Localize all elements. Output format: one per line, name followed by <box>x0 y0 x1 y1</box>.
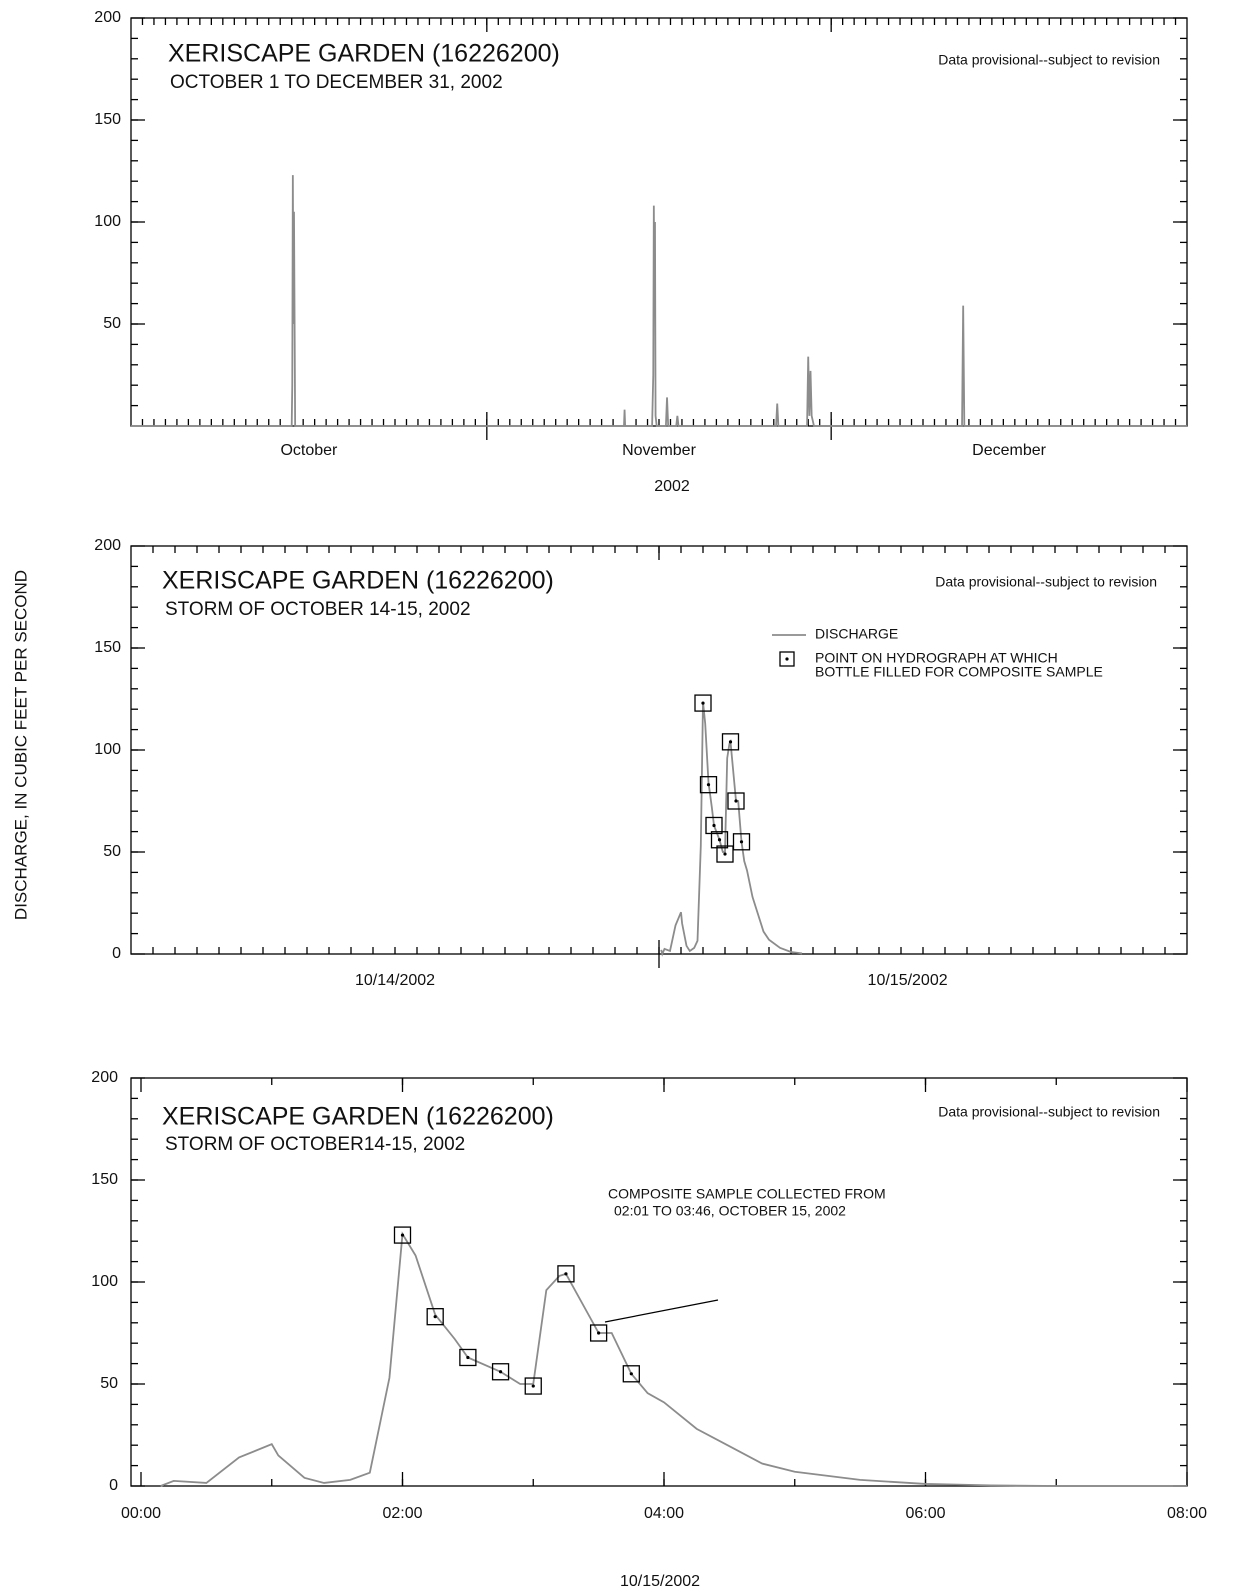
sample-marker <box>491 1363 510 1381</box>
sample-marker <box>524 1377 542 1395</box>
y-tick-label: 150 <box>94 111 121 128</box>
sample-dot <box>597 1331 601 1335</box>
x-tick-label: 10/15/2002 <box>868 972 948 989</box>
sample-dot <box>717 838 722 842</box>
sample-marker <box>716 845 734 863</box>
chart-title: XERISCAPE GARDEN (16226200) <box>162 1103 554 1131</box>
x-tick-label: 08:00 <box>1167 1505 1207 1522</box>
sample-dot <box>498 1370 503 1374</box>
y-tick-label: 0 <box>112 945 121 962</box>
y-tick-label: 50 <box>103 843 121 860</box>
sample-dot <box>701 701 705 705</box>
provisional-note: Data provisional--subject to revision <box>938 1104 1160 1120</box>
sample-dot <box>564 1272 568 1276</box>
sample-marker <box>426 1308 444 1326</box>
chart-subtitle: OCTOBER 1 TO DECEMBER 31, 2002 <box>170 72 503 93</box>
legend-dot <box>785 657 789 661</box>
provisional-note: Data provisional--subject to revision <box>935 574 1157 590</box>
sample-marker <box>721 733 740 751</box>
legend-marker <box>779 651 795 667</box>
annotation: COMPOSITE SAMPLE COLLECTED FROM <box>608 1186 886 1202</box>
chart-title: XERISCAPE GARDEN (16226200) <box>168 40 560 68</box>
discharge-line <box>160 1231 1187 1487</box>
y-tick-label: 100 <box>91 1273 118 1290</box>
chart-subtitle: STORM OF OCTOBER 14-15, 2002 <box>165 599 471 620</box>
sample-dot <box>531 1384 535 1388</box>
x-tick-label: December <box>972 442 1046 459</box>
y-tick-label: 150 <box>94 639 121 656</box>
sample-marker <box>589 1324 608 1342</box>
y-tick-label: 50 <box>100 1375 118 1392</box>
sample-marker <box>732 833 751 851</box>
chart-subtitle: STORM OF OCTOBER14-15, 2002 <box>165 1134 465 1155</box>
y-tick-label: 200 <box>94 9 121 26</box>
y-tick-label: 150 <box>91 1171 118 1188</box>
sample-dot <box>728 740 733 744</box>
y-tick-label: 200 <box>94 537 121 554</box>
x-tick-label: November <box>622 442 696 459</box>
sample-marker <box>622 1365 640 1383</box>
legend-label: POINT ON HYDROGRAPH AT WHICH <box>815 650 1058 666</box>
sample-dot <box>723 852 727 856</box>
sample-dot <box>629 1372 633 1376</box>
sample-dot <box>400 1233 405 1237</box>
x-axis-label: 2002 <box>654 478 690 495</box>
sample-marker <box>699 776 718 794</box>
discharge-line <box>660 701 803 957</box>
y-tick-label: 50 <box>103 315 121 332</box>
sample-marker <box>694 694 712 712</box>
y-tick-label: 200 <box>91 1069 118 1086</box>
y-tick-label: 0 <box>109 1477 118 1494</box>
sample-marker <box>557 1265 575 1283</box>
chart-title: XERISCAPE GARDEN (16226200) <box>162 567 554 595</box>
sample-dot <box>734 799 738 803</box>
x-tick-label: 10/14/2002 <box>355 972 435 989</box>
sample-marker <box>710 831 729 849</box>
legend-label: DISCHARGE <box>815 626 898 642</box>
x-tick-label: 02:00 <box>382 1505 422 1522</box>
provisional-note: Data provisional--subject to revision <box>938 52 1160 68</box>
sample-marker <box>727 792 745 810</box>
x-tick-label: 06:00 <box>905 1505 945 1522</box>
x-tick-label: 04:00 <box>644 1505 684 1522</box>
x-axis-label: 10/15/2002 <box>620 1573 700 1590</box>
y-axis-label: DISCHARGE, IN CUBIC FEET PER SECOND <box>11 570 30 920</box>
x-tick-label: 00:00 <box>121 1505 161 1522</box>
discharge-line <box>131 175 1187 427</box>
sample-dot <box>433 1315 437 1319</box>
sample-dot <box>739 840 744 844</box>
annotation-leader <box>604 1299 719 1323</box>
x-tick-label: October <box>280 442 338 459</box>
sample-marker <box>393 1226 412 1244</box>
legend-label: BOTTLE FILLED FOR COMPOSITE SAMPLE <box>815 664 1103 680</box>
sample-dot <box>712 823 716 828</box>
sample-marker <box>459 1348 477 1367</box>
sample-dot <box>706 783 711 787</box>
y-tick-label: 100 <box>94 213 121 230</box>
y-tick-label: 100 <box>94 741 121 758</box>
sample-dot <box>466 1355 470 1360</box>
sample-marker <box>705 816 723 835</box>
annotation: 02:01 TO 03:46, OCTOBER 15, 2002 <box>614 1203 846 1219</box>
